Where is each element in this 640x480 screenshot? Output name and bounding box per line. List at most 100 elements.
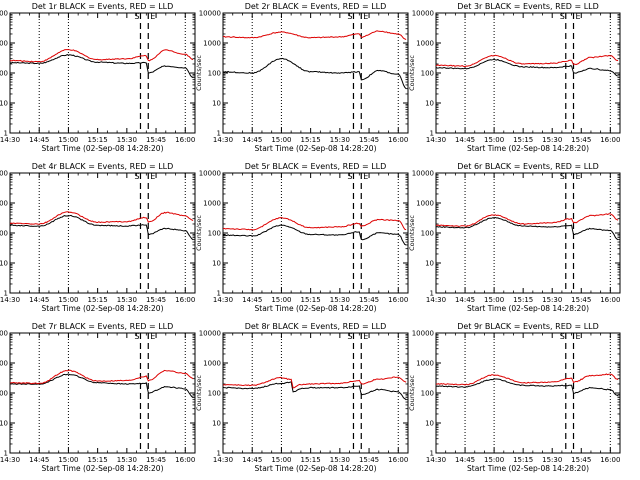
panel-8: Det 8r BLACK = Events, RED = LLD 1 10 100 10…: [195, 322, 409, 473]
panel-title: Det 7r BLACK = Events, RED = LLD: [32, 322, 174, 331]
interval-marker-label: E: [150, 172, 155, 181]
y-axis-label: Counts/sec: [195, 215, 203, 251]
x-axis-label: Start Time (02-Sep-08 14:28:20): [467, 464, 589, 473]
x-tick-label: 15:15: [301, 136, 321, 144]
interval-marker-label: S: [347, 172, 352, 181]
interval-marker-label: S: [347, 12, 352, 21]
y-tick-label: 10: [425, 100, 434, 108]
y-tick-label: 1000: [0, 40, 8, 48]
y-tick-label: 1: [4, 290, 8, 298]
x-tick-label: 14:45: [455, 296, 475, 304]
y-tick-label: 1000: [416, 40, 434, 48]
panel-9: Det 9r BLACK = Events, RED = LLD 1 10 100 10…: [408, 322, 621, 473]
y-tick-label: 100: [0, 70, 8, 78]
panel-title: Det 8r BLACK = Events, RED = LLD: [245, 322, 387, 331]
y-tick-label: 10: [425, 420, 434, 428]
series-lld-line: [435, 54, 619, 67]
y-axis-label: Counts/sec: [408, 215, 416, 251]
panel-title: Det 6r BLACK = Events, RED = LLD: [457, 162, 599, 171]
series-lld-line: [222, 30, 407, 41]
y-tick-label: 1: [217, 130, 221, 138]
x-tick-label: 15:45: [359, 296, 379, 304]
x-tick-label: 14:30: [426, 296, 446, 304]
panel-2: Det 2r BLACK = Events, RED = LLD 1 10 100 10…: [195, 2, 409, 153]
panel-title: Det 2r BLACK = Events, RED = LLD: [245, 2, 387, 11]
y-tick-label: 10: [212, 260, 221, 268]
x-tick-label: 14:45: [242, 296, 262, 304]
x-tick-label: 15:00: [58, 136, 78, 144]
plot-frame: [222, 332, 409, 454]
panel-title: Det 1r BLACK = Events, RED = LLD: [32, 2, 174, 11]
x-tick-label: 15:45: [146, 456, 166, 464]
x-tick-label: 15:15: [88, 456, 108, 464]
y-tick-label: 10000: [199, 330, 221, 338]
x-axis-label: Start Time (02-Sep-08 14:28:20): [42, 464, 164, 473]
x-tick-label: 16:00: [600, 136, 620, 144]
x-tick-label: 16:00: [600, 296, 620, 304]
x-tick-label: 16:00: [388, 136, 408, 144]
interval-marker-label: S: [560, 172, 565, 181]
y-tick-label: 100: [421, 230, 434, 238]
x-tick-label: 15:45: [571, 456, 591, 464]
interval-marker-label: E: [150, 332, 155, 341]
y-tick-label: 1000: [203, 200, 221, 208]
x-tick-label: 14:30: [213, 136, 233, 144]
x-tick-label: 14:45: [29, 456, 49, 464]
interval-marker-label: E: [150, 12, 155, 21]
x-tick-label: 15:15: [301, 296, 321, 304]
y-tick-label: 10000: [0, 10, 8, 18]
x-axis-label: Start Time (02-Sep-08 14:28:20): [467, 144, 589, 153]
y-tick-label: 100: [421, 70, 434, 78]
x-tick-label: 14:30: [0, 136, 20, 144]
interval-marker-label: E: [363, 12, 368, 21]
y-tick-label: 1: [4, 130, 8, 138]
y-tick-label: 1000: [203, 40, 221, 48]
x-tick-label: 16:00: [388, 296, 408, 304]
y-tick-label: 10000: [412, 330, 434, 338]
series-lld-line: [9, 48, 194, 63]
series-events-line: [9, 54, 194, 79]
x-tick-label: 14:30: [0, 296, 20, 304]
panel-3: Det 3r BLACK = Events, RED = LLD 1 10 100 10…: [408, 2, 621, 153]
panel-title: Det 4r BLACK = Events, RED = LLD: [32, 162, 174, 171]
panel-1: Det 1r BLACK = Events, RED = LLD 1 10 100 10…: [0, 2, 196, 153]
x-tick-label: 16:00: [175, 136, 195, 144]
series-events-line: [435, 58, 619, 77]
x-axis-label: Start Time (02-Sep-08 14:28:20): [467, 304, 589, 313]
x-tick-label: 15:15: [301, 456, 321, 464]
panel-title: Det 3r BLACK = Events, RED = LLD: [457, 2, 599, 11]
y-tick-label: 1: [217, 290, 221, 298]
panel-title: Det 5r BLACK = Events, RED = LLD: [245, 162, 387, 171]
y-tick-label: 10: [0, 420, 8, 428]
y-tick-label: 10: [0, 260, 8, 268]
y-tick-label: 10: [212, 420, 221, 428]
interval-marker-label: E: [576, 332, 581, 341]
series-events-line: [435, 216, 619, 241]
x-tick-label: 15:30: [117, 136, 137, 144]
x-tick-label: 16:00: [175, 456, 195, 464]
interval-marker-label: S: [560, 332, 565, 341]
x-tick-label: 15:15: [513, 296, 533, 304]
x-tick-label: 16:00: [175, 296, 195, 304]
plot-frame: [435, 12, 621, 134]
y-tick-label: 10: [0, 100, 8, 108]
x-tick-label: 14:45: [29, 136, 49, 144]
interval-marker-label: S: [560, 12, 565, 21]
x-tick-label: 15:30: [542, 296, 562, 304]
x-tick-label: 15:00: [58, 296, 78, 304]
x-tick-label: 15:30: [117, 296, 137, 304]
y-tick-label: 10000: [412, 170, 434, 178]
panel-6: Det 6r BLACK = Events, RED = LLD 1 10 100 10…: [408, 162, 621, 313]
y-tick-label: 1000: [0, 360, 8, 368]
x-tick-label: 14:30: [426, 456, 446, 464]
x-tick-label: 15:15: [513, 136, 533, 144]
x-tick-label: 14:45: [242, 136, 262, 144]
y-tick-label: 100: [421, 390, 434, 398]
series-events-line: [222, 381, 407, 401]
y-tick-label: 10000: [199, 10, 221, 18]
x-tick-label: 15:30: [117, 456, 137, 464]
x-tick-label: 14:30: [426, 136, 446, 144]
panel-title: Det 9r BLACK = Events, RED = LLD: [457, 322, 599, 331]
x-axis-label: Start Time (02-Sep-08 14:28:20): [255, 304, 377, 313]
